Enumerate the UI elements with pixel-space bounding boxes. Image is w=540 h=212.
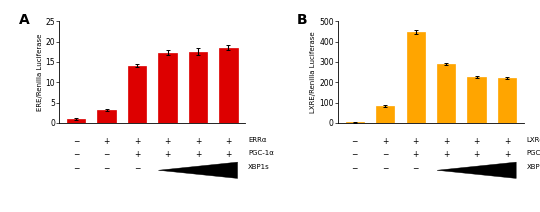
Text: −: − bbox=[73, 151, 79, 159]
Text: +: + bbox=[474, 137, 480, 146]
Text: +: + bbox=[382, 137, 388, 146]
Text: −: − bbox=[413, 164, 419, 173]
Bar bbox=[407, 32, 425, 123]
Bar bbox=[158, 53, 177, 123]
Bar bbox=[128, 66, 146, 123]
Bar bbox=[498, 78, 516, 123]
Text: +: + bbox=[195, 151, 201, 159]
Text: +: + bbox=[134, 151, 140, 159]
Text: +: + bbox=[443, 151, 449, 159]
Text: +: + bbox=[195, 137, 201, 146]
Text: +: + bbox=[443, 137, 449, 146]
Bar bbox=[346, 122, 364, 123]
Text: −: − bbox=[73, 164, 79, 173]
Y-axis label: ERE/Renilla Luciferase: ERE/Renilla Luciferase bbox=[37, 33, 43, 111]
Text: −: − bbox=[382, 164, 388, 173]
Text: +: + bbox=[504, 151, 510, 159]
Text: ERRα: ERRα bbox=[248, 137, 267, 143]
Text: A: A bbox=[18, 13, 29, 27]
Polygon shape bbox=[437, 162, 516, 179]
Text: −: − bbox=[382, 151, 388, 159]
Text: +: + bbox=[413, 151, 419, 159]
Bar bbox=[97, 110, 116, 123]
Text: XBP1s: XBP1s bbox=[248, 164, 270, 170]
Bar bbox=[376, 106, 394, 123]
Text: −: − bbox=[104, 151, 110, 159]
Text: −: − bbox=[352, 151, 358, 159]
Text: XBP1s: XBP1s bbox=[527, 164, 540, 170]
Text: +: + bbox=[474, 151, 480, 159]
Text: −: − bbox=[73, 137, 79, 146]
Text: +: + bbox=[164, 151, 171, 159]
Text: −: − bbox=[352, 164, 358, 173]
Polygon shape bbox=[158, 162, 238, 179]
Text: +: + bbox=[225, 137, 232, 146]
Y-axis label: LXRE/Renilla Luciferase: LXRE/Renilla Luciferase bbox=[310, 31, 316, 113]
Bar bbox=[437, 64, 455, 123]
Text: PGC-1α: PGC-1α bbox=[248, 151, 274, 156]
Text: +: + bbox=[225, 151, 232, 159]
Text: +: + bbox=[134, 137, 140, 146]
Text: +: + bbox=[413, 137, 419, 146]
Text: −: − bbox=[134, 164, 140, 173]
Text: −: − bbox=[104, 164, 110, 173]
Bar bbox=[189, 52, 207, 123]
Text: +: + bbox=[164, 137, 171, 146]
Text: +: + bbox=[504, 137, 510, 146]
Text: PGC-1α: PGC-1α bbox=[527, 151, 540, 156]
Text: LXRα: LXRα bbox=[527, 137, 540, 143]
Text: B: B bbox=[297, 13, 308, 27]
Bar bbox=[67, 119, 85, 123]
Bar bbox=[468, 77, 486, 123]
Text: −: − bbox=[352, 137, 358, 146]
Text: +: + bbox=[104, 137, 110, 146]
Bar bbox=[219, 48, 238, 123]
